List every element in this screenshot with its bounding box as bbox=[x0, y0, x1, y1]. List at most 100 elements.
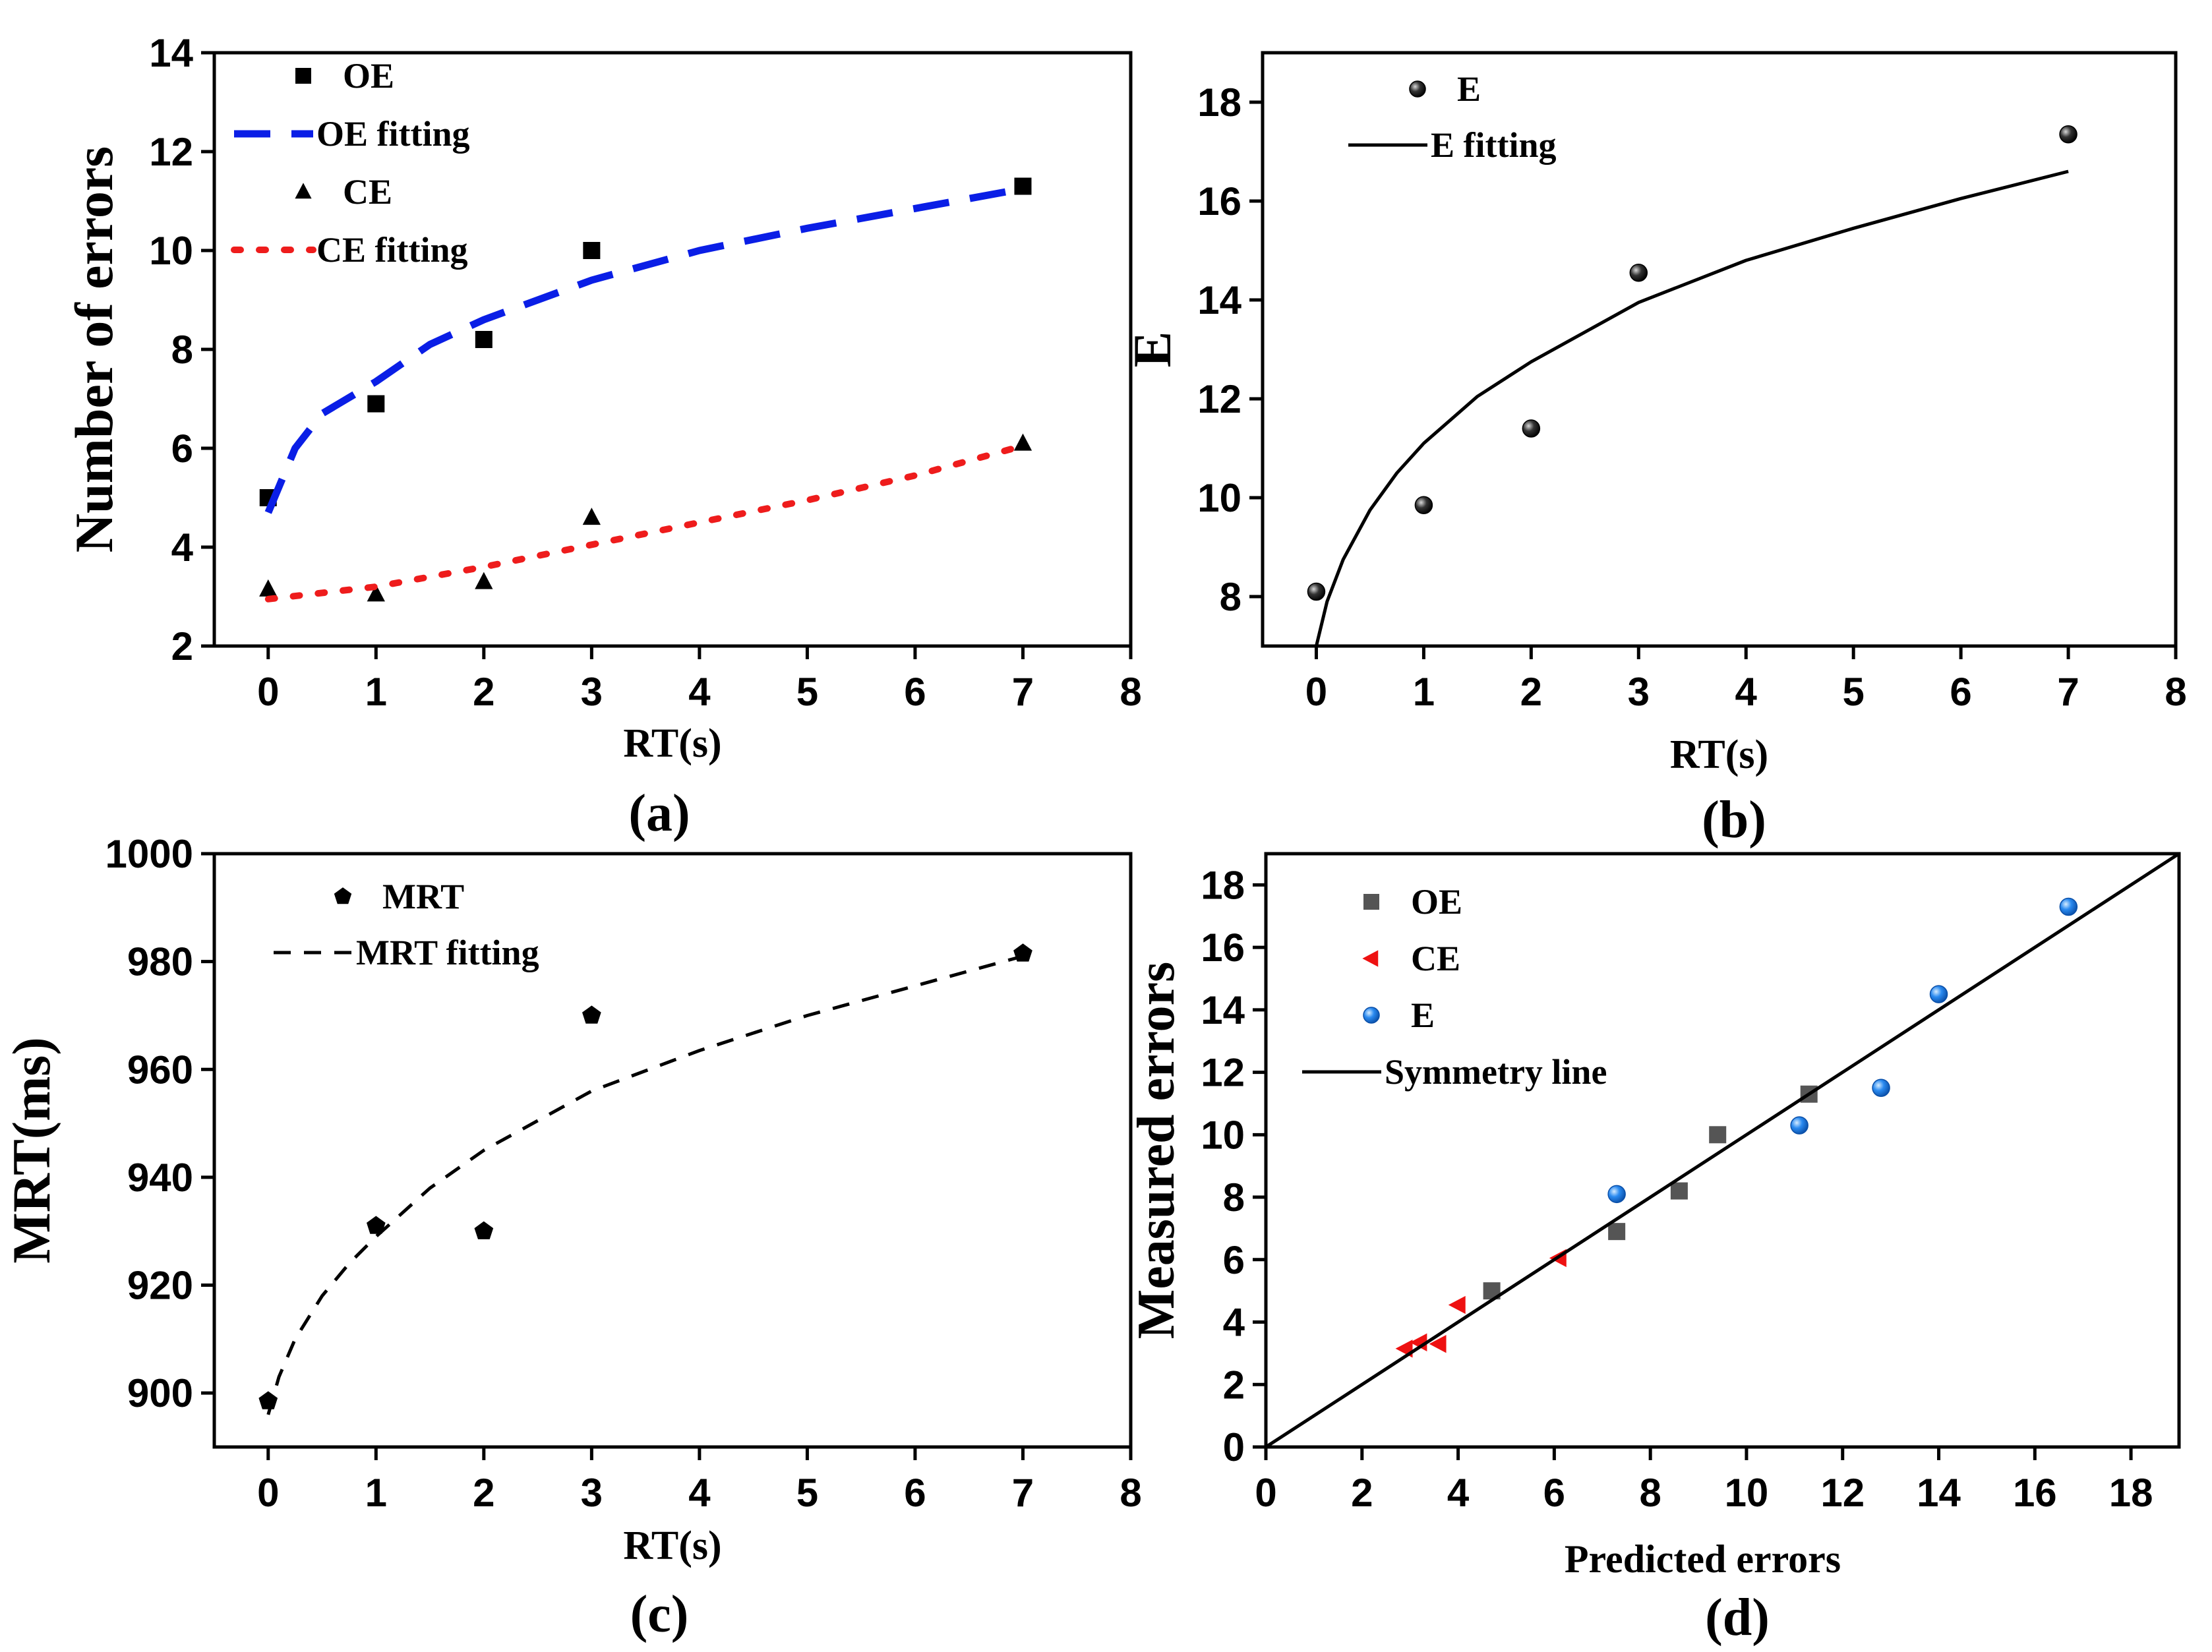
y-tick-label-a: 4 bbox=[171, 525, 194, 570]
x-tick-label-a: 7 bbox=[1012, 670, 1034, 714]
x-tick-label-a: 8 bbox=[1120, 670, 1141, 714]
data-point-ce-d bbox=[1429, 1335, 1447, 1353]
legend-marker-oe-d bbox=[1363, 894, 1379, 910]
data-point-ce-a bbox=[475, 572, 493, 589]
x-tick-label-d: 12 bbox=[1820, 1471, 1865, 1515]
data-point-oe-d bbox=[1709, 1126, 1727, 1144]
x-tick-label-b: 8 bbox=[2165, 670, 2186, 714]
x-tick-label-d: 16 bbox=[2013, 1471, 2057, 1515]
y-tick-label-a: 14 bbox=[149, 31, 193, 75]
y-axis-label-d: Measured errors bbox=[1127, 962, 1185, 1339]
legend-label-oe-a: OE bbox=[343, 56, 394, 96]
data-point-mrt-c bbox=[582, 1005, 601, 1024]
data-point-oe-a bbox=[367, 395, 385, 413]
panel-label-d: (d) bbox=[1705, 1589, 1770, 1647]
x-tick-label-d: 0 bbox=[1255, 1471, 1276, 1515]
x-tick-label-d: 2 bbox=[1351, 1471, 1373, 1515]
y-tick-label-d: 8 bbox=[1223, 1175, 1245, 1220]
x-tick-label-b: 0 bbox=[1305, 670, 1327, 714]
y-tick-label-c: 1000 bbox=[105, 832, 193, 876]
data-point-oe-d bbox=[1670, 1182, 1688, 1200]
legend-label-mrt-fitting-c: MRT fitting bbox=[356, 933, 539, 972]
x-tick-label-a: 6 bbox=[904, 670, 926, 714]
x-tick-label-d: 8 bbox=[1639, 1471, 1661, 1515]
y-axis-label-a: Number of errors bbox=[64, 146, 124, 552]
series-line-e-fitting-b bbox=[1315, 169, 2069, 646]
x-tick-label-a: 5 bbox=[796, 670, 818, 714]
y-tick-label-a: 8 bbox=[171, 328, 193, 372]
data-point-e-b bbox=[1522, 419, 1541, 438]
y-tick-label-a: 2 bbox=[171, 624, 193, 668]
plot-frame-d bbox=[1264, 852, 2181, 1449]
y-tick-label-b: 12 bbox=[1197, 377, 1241, 421]
data-point-mrt-c bbox=[258, 1391, 278, 1409]
y-tick-label-d: 12 bbox=[1201, 1051, 1245, 1095]
data-point-ce-a bbox=[259, 579, 278, 597]
legend-label-ce-a: CE bbox=[343, 172, 392, 212]
series-line-oe-fitting-a bbox=[264, 185, 1024, 514]
y-tick-label-b: 8 bbox=[1220, 575, 1241, 619]
y-tick-label-b: 10 bbox=[1197, 476, 1241, 520]
panel-label-b: (b) bbox=[1702, 791, 1766, 849]
legend-marker-oe-a bbox=[295, 68, 311, 84]
data-point-e-d bbox=[1607, 1185, 1626, 1204]
data-point-mrt-c bbox=[474, 1221, 494, 1239]
x-axis-label-b: RT(s) bbox=[1670, 732, 1768, 777]
x-tick-label-d: 4 bbox=[1447, 1471, 1470, 1515]
x-tick-label-b: 1 bbox=[1413, 670, 1435, 714]
x-tick-label-d: 6 bbox=[1543, 1471, 1565, 1515]
series-line-symmetry-line-d bbox=[1266, 854, 2179, 1447]
y-tick-label-a: 6 bbox=[171, 427, 193, 471]
data-point-mrt-c bbox=[367, 1216, 386, 1234]
legend-marker-e-d bbox=[1363, 1007, 1380, 1024]
plot-frame-c bbox=[212, 852, 1133, 1449]
data-point-oe-a bbox=[583, 242, 601, 259]
x-tick-label-d: 18 bbox=[2109, 1471, 2153, 1515]
y-axis-label-b: E bbox=[1122, 332, 1182, 368]
x-tick-label-a: 2 bbox=[473, 670, 494, 714]
x-axis-label-d: Predicted errors bbox=[1565, 1537, 1841, 1581]
y-tick-label-b: 16 bbox=[1197, 179, 1241, 223]
legend-marker-mrt-c bbox=[334, 887, 352, 904]
x-tick-label-b: 6 bbox=[1950, 670, 1971, 714]
x-tick-label-b: 2 bbox=[1520, 670, 1542, 714]
legend-label-e-b: E bbox=[1457, 69, 1481, 109]
x-tick-label-c: 1 bbox=[365, 1471, 387, 1515]
plot-frame-b bbox=[1261, 51, 2178, 648]
data-point-oe-a bbox=[475, 331, 493, 348]
x-tick-label-c: 4 bbox=[688, 1471, 711, 1515]
x-tick-label-c: 5 bbox=[796, 1471, 818, 1515]
y-tick-label-c: 980 bbox=[127, 940, 193, 984]
y-tick-label-d: 18 bbox=[1201, 863, 1245, 907]
y-tick-label-a: 12 bbox=[149, 130, 193, 174]
data-point-e-d bbox=[1790, 1116, 1808, 1135]
x-tick-label-b: 7 bbox=[2057, 670, 2079, 714]
data-point-ce-a bbox=[367, 584, 385, 602]
legend-label-ce-d: CE bbox=[1411, 939, 1460, 978]
x-tick-label-c: 2 bbox=[473, 1471, 494, 1515]
legend-label-e-d: E bbox=[1411, 995, 1435, 1035]
y-axis-label-c: MRT(ms) bbox=[1, 1037, 61, 1263]
x-tick-label-a: 0 bbox=[257, 670, 279, 714]
x-tick-label-a: 4 bbox=[688, 670, 711, 714]
x-tick-label-b: 4 bbox=[1735, 670, 1758, 714]
x-tick-label-b: 5 bbox=[1842, 670, 1864, 714]
y-tick-label-b: 18 bbox=[1197, 80, 1241, 125]
data-point-oe-d bbox=[1608, 1223, 1626, 1241]
y-tick-label-d: 2 bbox=[1223, 1363, 1245, 1407]
panel-d: (d) 0 2 4 6 8 10 12 14 16 18 0 2 4 6 8 10 12 14 16 18 Predic… bbox=[1127, 852, 2181, 1647]
legend-label-e-fitting-b: E fitting bbox=[1431, 125, 1557, 165]
x-axis-label-c: RT(s) bbox=[623, 1523, 721, 1568]
data-point-ce-d bbox=[1448, 1295, 1466, 1314]
y-tick-label-c: 900 bbox=[127, 1371, 193, 1415]
y-tick-label-c: 920 bbox=[127, 1264, 193, 1308]
x-tick-label-b: 3 bbox=[1628, 670, 1650, 714]
y-tick-label-d: 6 bbox=[1223, 1238, 1245, 1282]
panel-label-c: (c) bbox=[630, 1585, 689, 1643]
x-tick-label-c: 0 bbox=[257, 1471, 279, 1515]
y-tick-label-d: 0 bbox=[1223, 1425, 1245, 1469]
legend-label-oe-fitting-a: OE fitting bbox=[316, 114, 470, 154]
